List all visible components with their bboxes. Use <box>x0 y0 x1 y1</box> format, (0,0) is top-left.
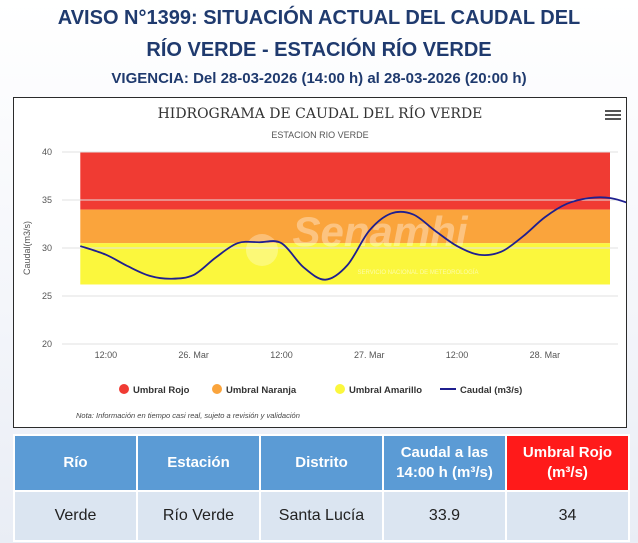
threshold-band-2 <box>80 243 610 285</box>
x-tick-label-2: 12:00 <box>270 350 293 360</box>
series-line-caudal <box>80 196 626 281</box>
legend-label-3: Caudal (m3/s) <box>460 385 522 396</box>
watermark-tagline: SERVICIO NACIONAL DE METEOROLOGÍA <box>357 269 478 276</box>
watermark-brand: Senamhi <box>292 208 468 255</box>
x-tick-label-0: 12:00 <box>95 350 118 360</box>
header-estacion: Estación <box>136 434 261 492</box>
y-tick-label-4: 40 <box>42 147 52 157</box>
page-title: AVISO N°1399: SITUACIÓN ACTUAL DEL CAUDA… <box>0 4 638 64</box>
chart-note: Nota: Información en tiempo casi real, s… <box>76 411 300 420</box>
cell-rio: Verde <box>13 490 138 542</box>
header-caudal: Caudal a las 14:00 h (m³/s) <box>382 434 507 492</box>
y-tick-label-1: 25 <box>42 291 52 301</box>
header-distrito: Distrito <box>259 434 384 492</box>
chart-svg: HIDROGRAMA DE CAUDAL DEL RÍO VERDE ESTACI… <box>22 104 626 420</box>
title-line-1: AVISO N°1399: SITUACIÓN ACTUAL DEL CAUDA… <box>57 7 581 29</box>
legend-label-2: Umbral Amarillo <box>349 385 422 396</box>
x-tick-label-3: 27. Mar <box>354 350 385 360</box>
header-rio: Río <box>13 434 138 492</box>
y-tick-label-2: 30 <box>42 243 52 253</box>
chart-menu-icon[interactable] <box>605 108 621 122</box>
legend-marker-1 <box>212 384 222 394</box>
cell-estacion: Río Verde <box>136 490 261 542</box>
legend-label-1: Umbral Naranja <box>226 385 297 396</box>
y-tick-label-3: 35 <box>42 195 52 205</box>
cell-distrito: Santa Lucía <box>259 490 384 542</box>
x-tick-label-1: 26. Mar <box>178 350 209 360</box>
y-axis-label: Caudal(m3/s) <box>22 221 32 275</box>
cell-umbral-rojo: 34 <box>505 490 630 542</box>
x-tick-label-4: 12:00 <box>446 350 469 360</box>
title-line-2: RÍO VERDE - ESTACIÓN RÍO VERDE <box>146 39 492 61</box>
cell-caudal: 33.9 <box>382 490 507 542</box>
header-umbral-rojo: Umbral Rojo (m³/s) <box>505 434 630 492</box>
watermark-sun-icon <box>246 234 278 266</box>
x-tick-label-5: 28. Mar <box>530 350 561 360</box>
chart-subtitle: ESTACION RIO VERDE <box>271 130 368 140</box>
y-tick-label-0: 20 <box>42 339 52 349</box>
legend-marker-2 <box>335 384 345 394</box>
legend-label-0: Umbral Rojo <box>133 385 190 396</box>
table-header-row: Río Estación Distrito Caudal a las 14:00… <box>13 434 630 492</box>
table-row: Verde Río Verde Santa Lucía 33.9 34 <box>13 490 630 542</box>
vigencia-text: VIGENCIA: Del 28-03-2026 (14:00 h) al 28… <box>111 70 527 87</box>
threshold-band-0 <box>80 152 610 210</box>
station-table: Río Estación Distrito Caudal a las 14:00… <box>13 434 630 542</box>
hydrograph-chart: HIDROGRAMA DE CAUDAL DEL RÍO VERDE ESTACI… <box>13 97 627 428</box>
legend-marker-0 <box>119 384 129 394</box>
chart-title: HIDROGRAMA DE CAUDAL DEL RÍO VERDE <box>158 104 483 122</box>
